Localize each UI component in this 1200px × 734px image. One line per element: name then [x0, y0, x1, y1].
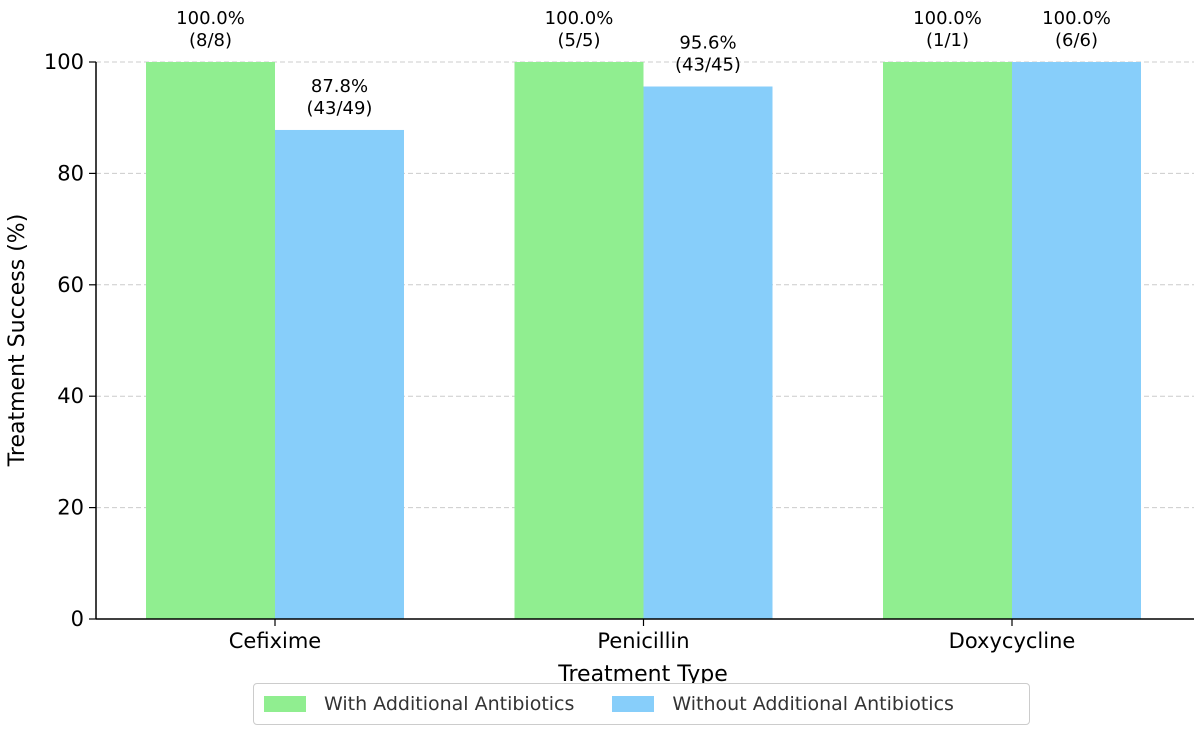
- bar-value-label: 100.0%: [1042, 8, 1111, 29]
- x-tick-label-doxycycline: Doxycycline: [949, 629, 1076, 653]
- bar-doxycycline-without: [1012, 62, 1141, 619]
- bar-doxycycline-with: [883, 62, 1012, 619]
- y-tick-label: 0: [71, 607, 84, 631]
- legend: With Additional Antibiotics Without Addi…: [253, 683, 1030, 725]
- y-tick-label: 80: [57, 161, 84, 185]
- y-tick-labels: 0 20 40 60 80 100: [44, 50, 84, 631]
- bar-value-label: 87.8%: [311, 76, 368, 97]
- bar-value-label: 100.0%: [545, 8, 614, 29]
- bars: [146, 62, 1141, 620]
- x-axis-label: Treatment Type: [557, 662, 727, 687]
- y-tick-label: 60: [57, 273, 84, 297]
- legend-item-without: Without Additional Antibiotics: [602, 684, 982, 724]
- bar-labels: 100.0%(8/8)87.8%(43/49)100.0%(5/5) 95.6%(…: [176, 8, 1111, 119]
- legend-item-with: With Additional Antibiotics: [254, 684, 602, 724]
- bar-count-label: (1/1): [926, 30, 969, 51]
- y-tick-label: 20: [57, 496, 84, 520]
- x-tick-label-penicillin: Penicillin: [597, 629, 689, 653]
- bar-penicillin-with: [514, 62, 644, 619]
- legend-label-without: Without Additional Antibiotics: [672, 693, 954, 715]
- y-tick-label: 100: [44, 50, 84, 74]
- axes: [89, 61, 1194, 626]
- x-tick-label-cefixime: Cefixime: [229, 629, 321, 653]
- bar-count-label: (8/8): [189, 30, 232, 51]
- legend-swatch-with: [264, 696, 306, 712]
- bar-cefixime-without: [275, 129, 404, 620]
- bar-value-label: 100.0%: [913, 8, 982, 29]
- x-tick-labels: Cefixime Penicillin Doxycycline: [229, 629, 1076, 653]
- legend-swatch-without: [612, 696, 655, 712]
- y-tick-label: 40: [57, 384, 84, 408]
- y-axis-label: Treatment Success (%): [5, 214, 30, 468]
- legend-label-with: With Additional Antibiotics: [324, 693, 575, 715]
- bar-cefixime-with: [146, 62, 275, 619]
- bar-penicillin-without: [643, 86, 773, 620]
- bar-count-label: (6/6): [1055, 30, 1098, 51]
- bar-value-label: 100.0%: [176, 8, 245, 29]
- bar-value-label: 95.6%: [679, 33, 736, 54]
- bar-count-label: (43/45): [675, 55, 741, 76]
- bar-count-label: (43/49): [307, 98, 373, 119]
- bar-count-label: (5/5): [557, 30, 600, 51]
